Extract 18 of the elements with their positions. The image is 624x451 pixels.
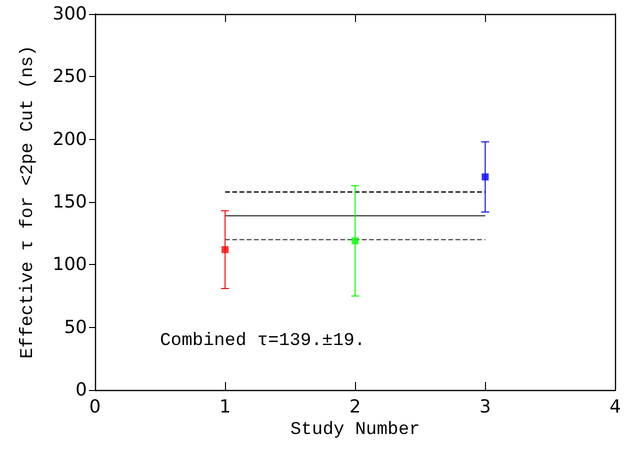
x-tick-label: 4 — [610, 396, 621, 418]
y-tick-label: 300 — [52, 4, 87, 24]
y-tick-label: 50 — [64, 316, 87, 338]
x-tick-label: 3 — [479, 396, 491, 418]
y-tick-label: 250 — [52, 66, 87, 88]
y-tick-label: 0 — [76, 380, 87, 400]
point — [222, 246, 229, 254]
y-tick-label: 100 — [52, 254, 87, 276]
y-tick-label: 150 — [52, 192, 87, 212]
x-tick-label: 0 — [89, 396, 101, 418]
x-tick-label: 1 — [219, 396, 231, 418]
x-axis-title: Study Number — [290, 420, 420, 440]
y-axis-title: Effective τ for <2pe Cut (ns) — [18, 45, 38, 359]
point — [482, 173, 489, 180]
annotation: Combined τ=139.±19. — [160, 331, 366, 351]
x-tick-label: 2 — [349, 396, 361, 418]
point — [352, 237, 359, 244]
y-tick-label: 200 — [52, 128, 87, 150]
